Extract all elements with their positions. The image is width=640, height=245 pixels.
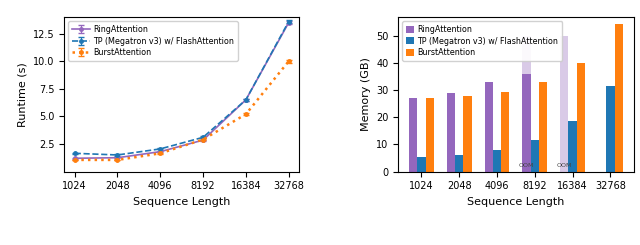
Bar bbox=[455, 155, 463, 172]
X-axis label: Sequence Length: Sequence Length bbox=[467, 197, 564, 207]
Bar bbox=[614, 24, 623, 172]
Bar bbox=[501, 92, 509, 172]
Bar bbox=[522, 74, 531, 172]
Bar bbox=[522, 74, 531, 172]
Legend: RingAttention, TP (Megatron v3) w/ FlashAttention, BurstAttention: RingAttention, TP (Megatron v3) w/ Flash… bbox=[68, 21, 238, 61]
Bar bbox=[531, 140, 539, 172]
Bar bbox=[560, 36, 568, 172]
Bar bbox=[484, 82, 493, 172]
Bar bbox=[606, 86, 614, 172]
Legend: RingAttention, TP (Megatron v3) w/ FlashAttention, BurstAttention: RingAttention, TP (Megatron v3) w/ Flash… bbox=[403, 21, 563, 61]
Bar bbox=[568, 122, 577, 172]
Y-axis label: Memory (GB): Memory (GB) bbox=[360, 57, 371, 131]
Bar bbox=[409, 98, 417, 172]
Bar bbox=[426, 98, 434, 172]
Text: OOM: OOM bbox=[557, 163, 572, 168]
Bar bbox=[522, 36, 531, 172]
Text: OOM: OOM bbox=[519, 163, 534, 168]
Bar bbox=[417, 157, 426, 172]
Y-axis label: Runtime (s): Runtime (s) bbox=[17, 62, 27, 127]
Bar bbox=[493, 150, 501, 172]
Bar bbox=[539, 82, 547, 172]
Bar bbox=[463, 96, 472, 172]
X-axis label: Sequence Length: Sequence Length bbox=[133, 197, 230, 207]
Bar bbox=[447, 93, 455, 172]
Bar bbox=[577, 63, 585, 172]
